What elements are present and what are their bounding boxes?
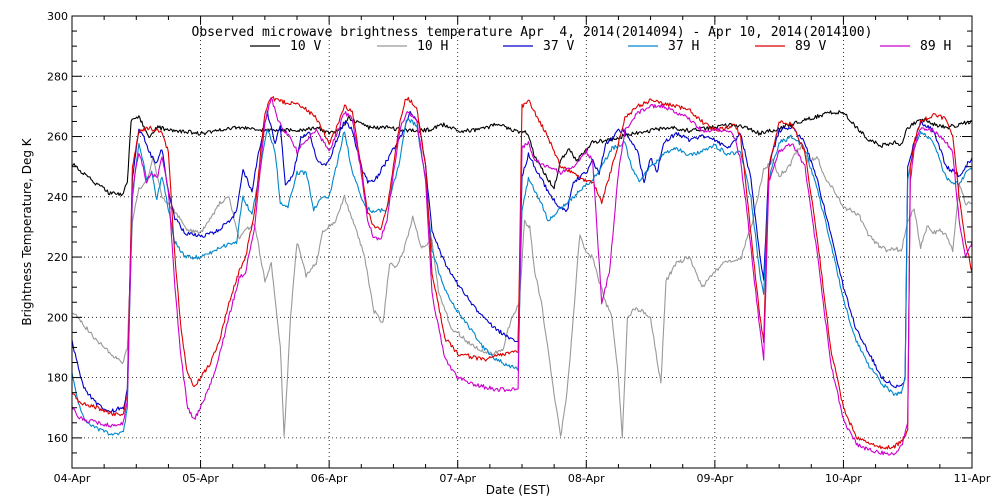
y-tick-label: 160	[47, 432, 68, 445]
y-tick-label: 220	[47, 251, 68, 264]
x-tick-label: 07-Apr	[439, 472, 476, 485]
x-tick-label: 06-Apr	[311, 472, 348, 485]
x-tick-label: 09-Apr	[696, 472, 733, 485]
x-tick-label: 10-Apr	[825, 472, 862, 485]
x-tick-label: 04-Apr	[54, 472, 91, 485]
y-tick-label: 240	[47, 191, 68, 204]
y-tick-label: 300	[47, 10, 68, 23]
legend-label-37-v: 37 V	[543, 39, 574, 54]
legend-label-89-v: 89 V	[795, 39, 826, 54]
series-lines	[71, 96, 973, 456]
tick-labels: 04-Apr 05-Apr 06-Apr 07-Apr 08-Apr 09-Apr 10-A…	[47, 10, 991, 485]
chart-title: Observed microwave brightness temperatur…	[192, 25, 873, 40]
x-tick-label: 05-Apr	[182, 472, 219, 485]
series-line-37-h	[71, 117, 973, 436]
x-tick-label: 08-Apr	[568, 472, 605, 485]
legend-label-89-h: 89 H	[920, 39, 951, 54]
legend-label-10-v: 10 V	[290, 39, 321, 54]
grid	[72, 16, 972, 468]
y-axis-title: Brightness Temperature, Deg K	[20, 137, 34, 325]
y-tick-label: 280	[47, 70, 68, 83]
y-tick-label: 200	[47, 311, 68, 324]
x-tick-label: 11-Apr	[954, 472, 991, 485]
y-tick-label: 180	[47, 372, 68, 385]
series-line-89-h	[71, 97, 973, 456]
legend-label-10-h: 10 H	[417, 39, 448, 54]
y-tick-label: 260	[47, 131, 68, 144]
series-line-10-v	[71, 110, 973, 197]
series-line-89-v	[72, 96, 973, 450]
series-line-10-h	[71, 144, 973, 439]
series-line-37-v	[71, 110, 973, 413]
legend: 10 V 10 H 37 V 37 H 89 V 89 H	[250, 39, 951, 54]
legend-label-37-h: 37 H	[668, 39, 699, 54]
x-axis-title: Date (EST)	[486, 483, 550, 497]
axis-ticks	[71, 15, 973, 469]
